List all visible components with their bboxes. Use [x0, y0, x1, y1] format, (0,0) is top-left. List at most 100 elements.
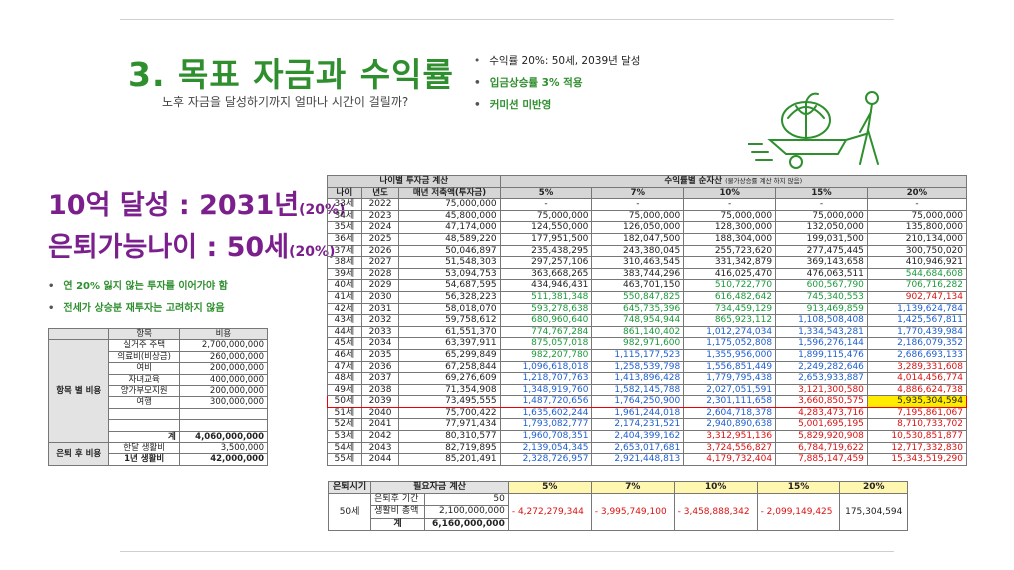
asset-cell: 2,940,890,638: [683, 418, 777, 432]
savings-cell: 58,018,070: [398, 302, 501, 316]
table-row: 35세 2024 47,174,000 124,550,000 126,050,000 1…: [327, 221, 968, 234]
asset-cell: 2,139,054,345: [499, 441, 593, 455]
page-title: 3. 목표 자금과 수익률: [128, 55, 454, 94]
asset-cell: 1,961,244,018: [591, 406, 685, 420]
asset-cell: 132,050,000: [775, 221, 868, 234]
cost-col-amount: 비용: [178, 327, 269, 341]
asset-cell: 369,143,658: [775, 256, 868, 269]
asset-cell: 2,027,051,591: [683, 383, 777, 397]
asset-cell: 913,469,859: [775, 302, 868, 316]
savings-cell: 71,354,908: [398, 383, 501, 397]
savings-cell: 53,094,753: [398, 267, 501, 281]
asset-cell: 865,923,112: [683, 314, 777, 327]
goal-year-text: 10억 달성 : 2031년: [48, 190, 300, 221]
asset-cell: 8,710,733,702: [866, 418, 968, 432]
asset-cell: 1,139,624,784: [866, 302, 968, 316]
asset-cell: 1,899,115,476: [775, 348, 868, 362]
asset-cell: 1,096,618,018: [499, 360, 593, 374]
asset-cell: 1,487,720,656: [499, 395, 593, 408]
savings-cell: 77,971,434: [398, 418, 501, 432]
cost-row: 항목 별 비용 실거주 주택 2,700,000,000: [47, 339, 269, 444]
age-cell: 40세: [327, 279, 362, 292]
year-cell: 2027: [360, 256, 400, 269]
age-cell: 45세: [327, 337, 362, 350]
year-cell: 2026: [360, 244, 400, 258]
cost-item-name: [108, 419, 180, 432]
bot-value-living: 2,100,000,000: [423, 505, 509, 519]
asset-cell: 15,343,519,290: [866, 453, 968, 466]
asset-cell: 645,735,396: [591, 302, 685, 316]
savings-cell: 47,174,000: [398, 221, 501, 234]
age-cell: 41세: [327, 290, 362, 304]
age-cell: 55세: [327, 453, 362, 466]
asset-cell: 297,257,106: [499, 256, 593, 269]
bot-label-total: 계: [370, 517, 425, 532]
table-row: 33세 2022 75,000,000- - - - -: [327, 198, 968, 211]
cost-item-name: [108, 407, 180, 421]
asset-cell: 310,463,545: [591, 256, 685, 269]
year-cell: 2024: [360, 221, 400, 234]
asset-cell: 1,596,276,144: [775, 337, 868, 350]
table-row: 39세 2028 53,094,753 363,668,265 383,744,296 4…: [327, 267, 968, 281]
asset-cell: 706,716,282: [866, 279, 968, 292]
table-row: 41세 2030 56,328,223 511,381,348 550,847,825 6…: [327, 290, 968, 304]
year-cell: 2028: [360, 267, 400, 281]
asset-cell: 511,381,348: [499, 290, 593, 304]
savings-cell: 80,310,577: [398, 430, 501, 443]
age-cell: 52세: [327, 418, 362, 432]
savings-cell: 75,000,000: [398, 198, 501, 211]
asset-cell: 510,722,770: [683, 279, 777, 292]
savings-cell: 63,397,911: [398, 337, 501, 350]
savings-cell: 65,299,849: [398, 348, 501, 362]
asset-cell: 188,304,000: [683, 232, 777, 246]
after-item-value: 42,000,000: [178, 453, 269, 466]
cost-total-value: 4,060,000,000: [178, 430, 269, 444]
cost-item-value: 300,000,000: [178, 396, 269, 409]
col-10: 10%: [683, 186, 777, 200]
asset-cell: 616,482,642: [683, 290, 777, 304]
asset-cell: 544,684,608: [866, 267, 968, 281]
asset-cell: 1,793,082,777: [499, 418, 593, 432]
asset-cell: 476,063,511: [775, 267, 868, 281]
asset-cell: 2,604,718,378: [683, 406, 777, 420]
after-row: 은퇴 후 비용 한달 생활비 3,500,000: [47, 442, 269, 466]
asset-cell: 1,258,539,798: [591, 360, 685, 374]
asset-cell: 1,012,274,034: [683, 325, 777, 339]
asset-cell: 1,413,896,428: [591, 372, 685, 385]
group-header-returns: 수익률별 순자산 (물가상승률 계산 하지 않음): [499, 175, 968, 188]
cost-item-value: 260,000,000: [178, 350, 269, 364]
asset-cell: 1,108,508,408: [775, 314, 868, 327]
asset-cell: 1,582,145,788: [591, 383, 685, 397]
table-row: 40세 2029 54,687,595 434,946,431 463,701,150 5…: [327, 279, 968, 292]
asset-cell: 75,000,000: [499, 209, 593, 223]
group-header-investment: 나이별 투자금 계산: [327, 175, 501, 188]
year-cell: 2039: [360, 395, 400, 408]
asset-cell: 2,686,693,133: [866, 348, 968, 362]
asset-cell: 10,530,851,877: [866, 430, 968, 443]
cost-item-value: [178, 419, 269, 432]
after-item-name: 한달 생활비: [108, 442, 180, 455]
year-cell: 2038: [360, 383, 400, 397]
cost-row: 자녀교육 400,000,000: [49, 373, 269, 387]
asset-cell: 410,946,921: [866, 256, 968, 269]
asset-cell: 2,404,399,162: [591, 430, 685, 443]
year-cell: 2041: [360, 418, 400, 432]
cost-group-items: 항목 별 비용: [47, 339, 110, 444]
cost-item-name: 양가부모지원: [108, 385, 180, 398]
asset-cell: 199,031,500: [775, 232, 868, 246]
year-cell: 2035: [360, 348, 400, 362]
cost-row: 양가부모지원 200,000,000: [49, 385, 269, 398]
asset-cell: 4,886,624,738: [866, 383, 968, 397]
asset-cell: 1,556,851,449: [683, 360, 777, 374]
asset-cell: 255,723,620: [683, 244, 777, 258]
savings-cell: 59,758,612: [398, 314, 501, 327]
asset-cell: 2,921,448,813: [591, 453, 685, 466]
asset-cell: 2,301,111,658: [683, 395, 777, 408]
table-row: 38세 2027 51,548,303 297,257,106 310,463,545 3…: [327, 256, 968, 269]
year-cell: 2023: [360, 209, 400, 223]
year-cell: 2036: [360, 360, 400, 374]
bot-col-need: 필요자금 계산: [370, 481, 509, 494]
table-row: 49세 2038 71,354,908 1,348,919,760 1,582,145,…: [327, 383, 968, 397]
after-item-name: 1년 생활비: [108, 453, 180, 466]
cost-row: 여행 300,000,000: [49, 396, 269, 409]
